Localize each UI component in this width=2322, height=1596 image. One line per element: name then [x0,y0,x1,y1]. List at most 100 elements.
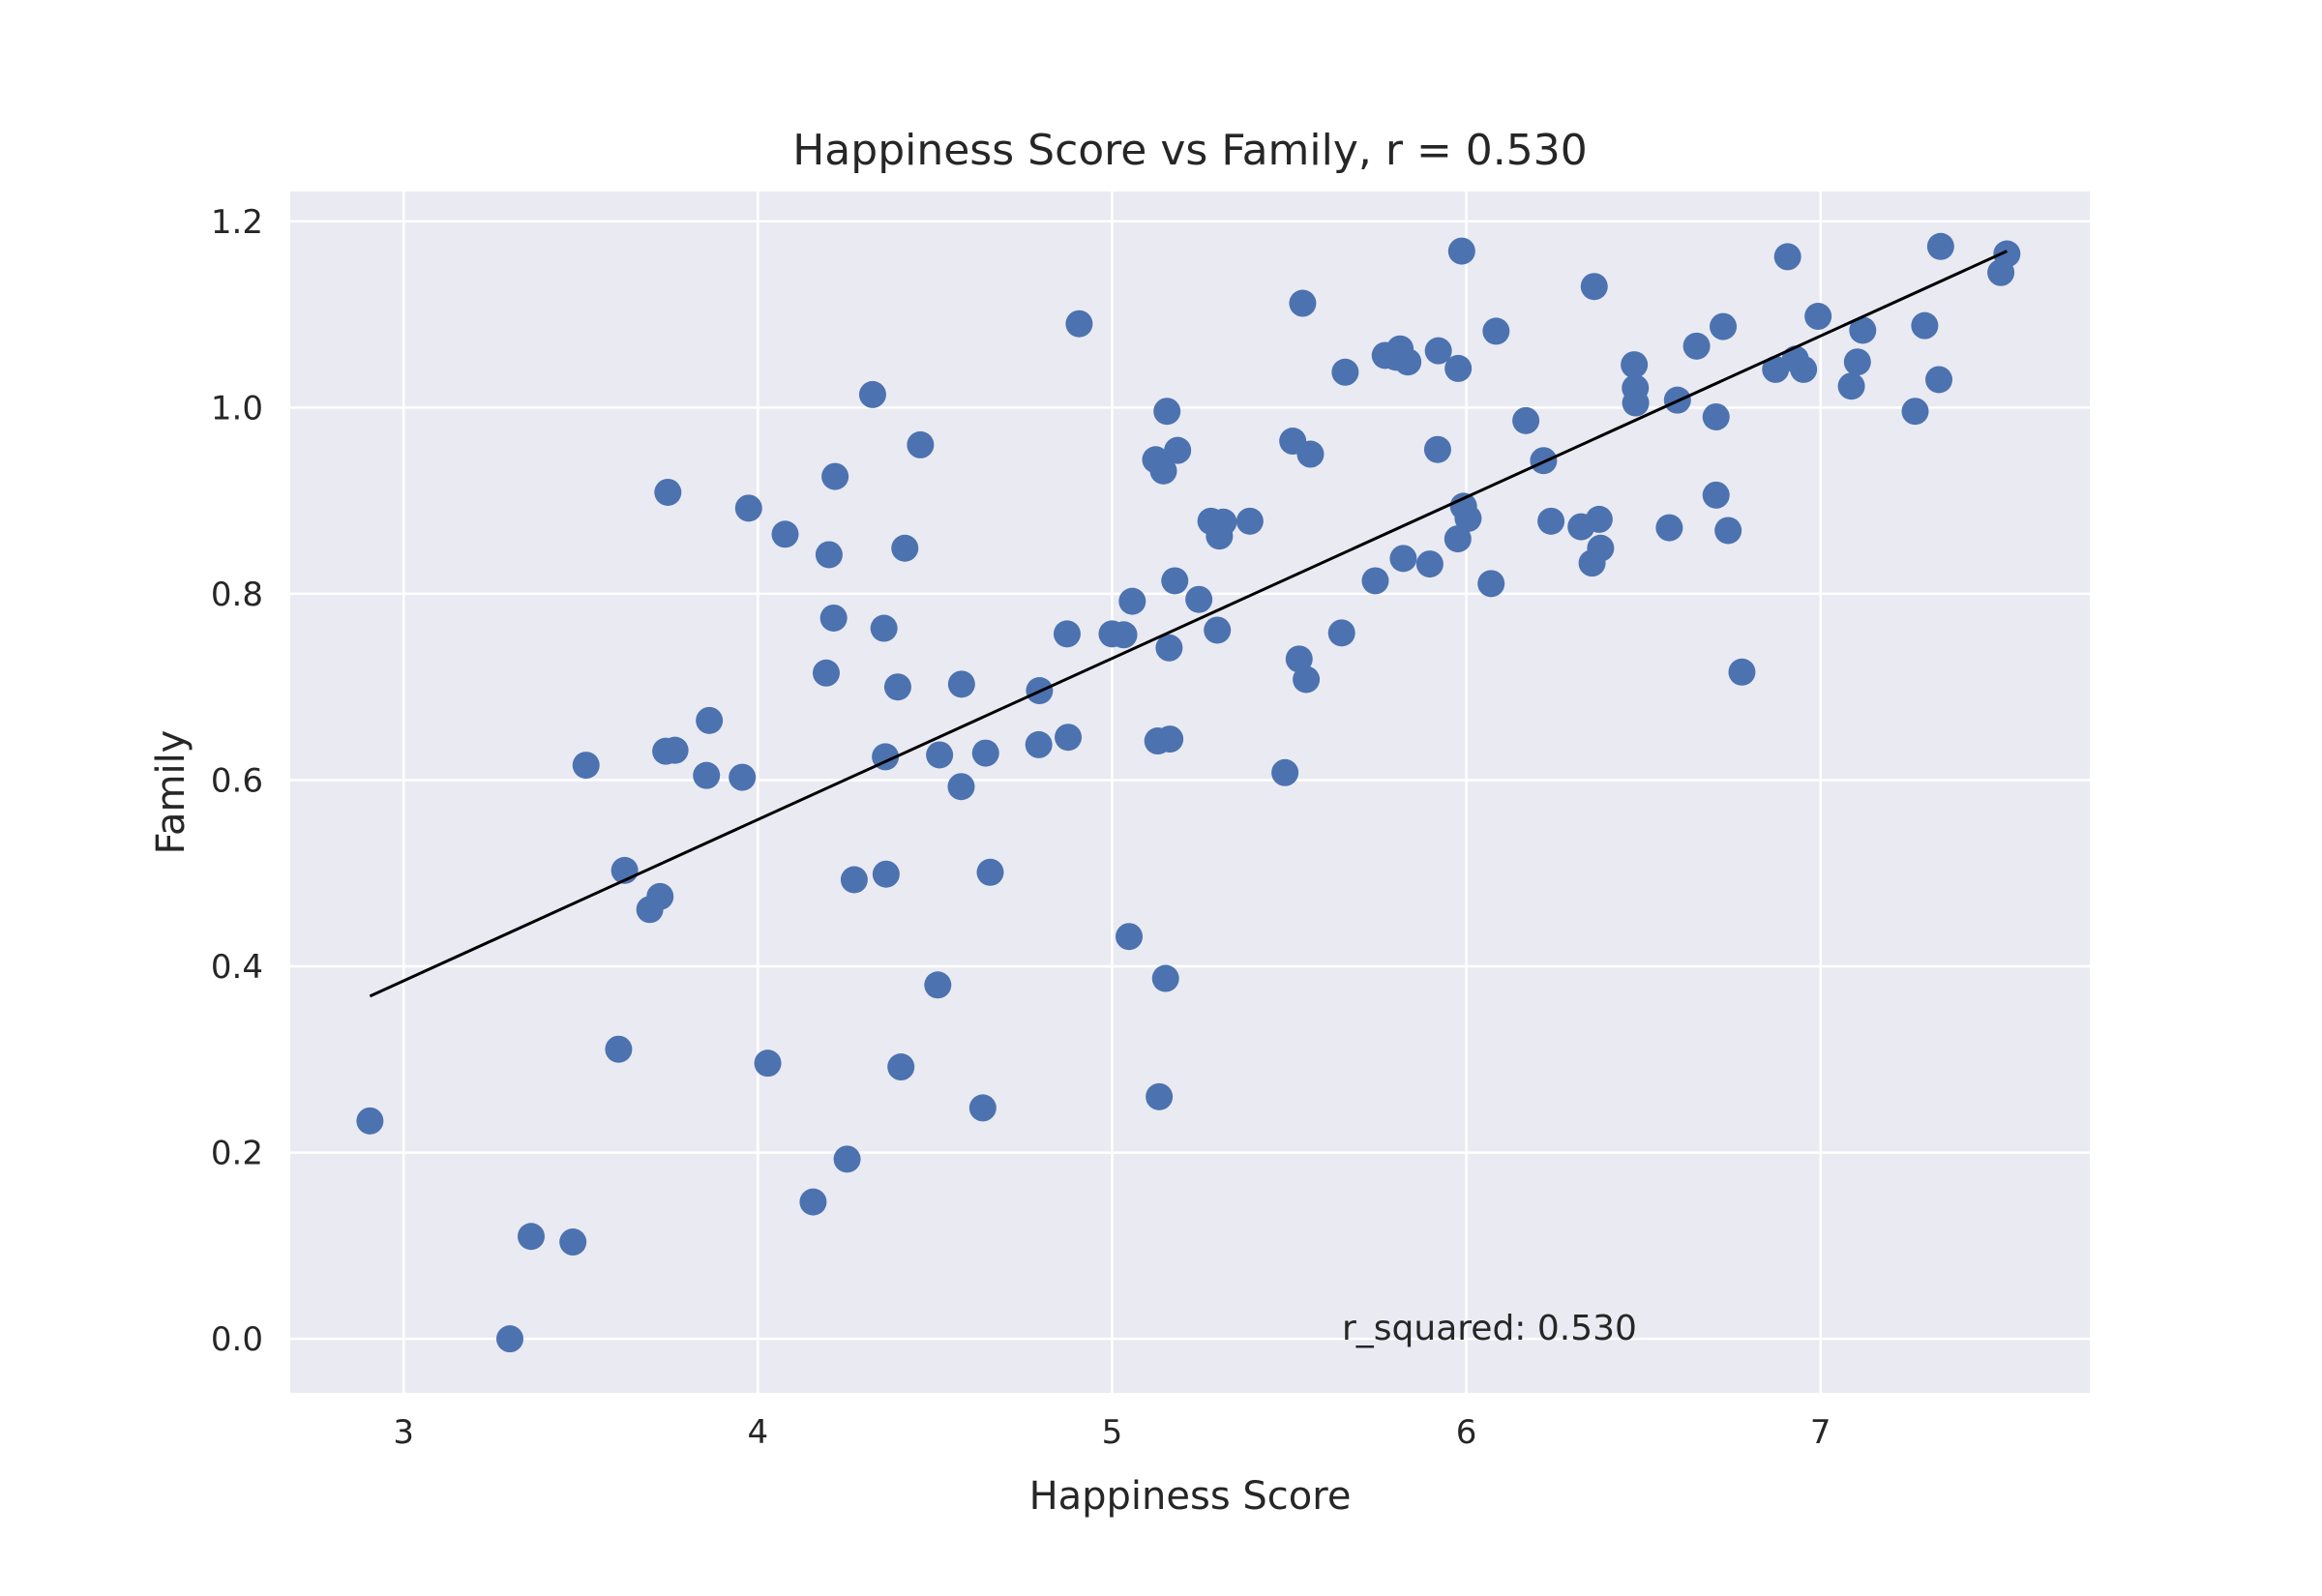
data-point [1710,312,1738,340]
data-point [1804,303,1832,331]
data-point [1578,549,1606,577]
data-point [1153,398,1181,426]
data-point [819,604,848,632]
data-point [812,659,840,687]
data-point [1235,507,1264,535]
data-point [1702,402,1730,430]
data-point [1279,428,1307,456]
data-point [1142,446,1170,474]
data-point [1447,237,1475,265]
data-point [840,866,868,894]
data-point [1185,585,1213,613]
data-point [1537,507,1565,535]
data-point [1053,620,1081,648]
x-axis-title: Happiness Score [1029,1474,1352,1519]
data-point [907,430,935,458]
data-point [1512,406,1540,434]
data-point [1702,481,1730,509]
data-point [1116,923,1144,951]
y-tick-label: 1.0 [211,389,263,428]
data-point [605,1035,633,1063]
chart-title: Happiness Score vs Family, r = 0.530 [792,126,1588,175]
data-point [559,1228,587,1256]
data-point [1449,492,1477,520]
data-point [356,1107,384,1135]
x-tick-label: 3 [393,1413,414,1452]
data-point [976,858,1004,886]
data-point [1025,730,1053,758]
data-point [1925,366,1953,394]
data-point [1621,351,1649,379]
data-point [870,614,898,642]
data-point [968,1094,997,1122]
data-point [1424,337,1452,365]
data-point [924,971,952,999]
plot-background [290,192,2090,1393]
data-point [734,494,762,522]
data-point [636,896,664,924]
data-point [1843,348,1871,376]
data-point [654,478,682,506]
data-point [1289,289,1317,317]
x-axis-ticks: 3 4 5 6 7 [393,1413,1831,1452]
data-point [1389,545,1417,573]
data-point [1098,620,1126,648]
x-tick-label: 6 [1456,1413,1477,1452]
data-point [821,462,849,490]
data-point [696,706,724,734]
data-point [771,520,799,548]
data-point [1327,619,1355,647]
data-point [1762,355,1790,383]
y-tick-label: 0.8 [211,576,263,614]
data-point [1144,727,1172,755]
y-tick-label: 0.0 [211,1320,263,1359]
data-point [1477,570,1505,598]
data-point [1197,507,1225,535]
data-point [1146,1082,1174,1110]
data-point [872,860,900,888]
data-point [1849,316,1877,344]
data-point [971,739,999,767]
data-point [1415,550,1444,578]
data-point [754,1049,782,1078]
data-point [799,1188,827,1216]
data-point [926,741,954,769]
x-tick-label: 5 [1102,1413,1123,1452]
data-point [517,1223,545,1251]
y-tick-label: 0.4 [211,948,263,987]
data-point [891,534,919,562]
data-point [1837,372,1865,400]
data-point [1444,525,1472,553]
data-point [1065,310,1093,338]
y-axis-title: Family [149,730,194,855]
data-point [833,1145,861,1173]
data-point [1926,232,1954,260]
data-point [1682,332,1711,360]
data-point [1293,665,1321,694]
data-point [1361,567,1389,595]
data-point [947,773,975,801]
data-point [1164,436,1192,464]
data-point [652,737,680,765]
y-axis-ticks: 0.0 0.2 0.4 0.6 0.8 1.0 1.2 [211,203,263,1359]
data-point [572,752,600,780]
y-tick-label: 0.2 [211,1135,263,1173]
data-point [1655,514,1683,542]
x-tick-label: 7 [1810,1413,1831,1452]
data-point [858,380,886,408]
data-point [1285,645,1313,673]
data-point [1911,311,1939,340]
data-point [1987,258,2015,286]
data-point [1901,398,1929,426]
r-squared-annotation: r_squared: 0.530 [1342,1309,1637,1348]
data-point [1482,317,1510,345]
regression-line-group [369,250,2008,998]
regression-line [369,250,2008,998]
data-point [815,541,843,569]
data-point [1118,587,1146,615]
data-point [1271,758,1299,786]
data-point [1331,358,1359,386]
x-tick-label: 4 [747,1413,768,1452]
data-point [1423,435,1451,463]
data-point [496,1325,524,1353]
